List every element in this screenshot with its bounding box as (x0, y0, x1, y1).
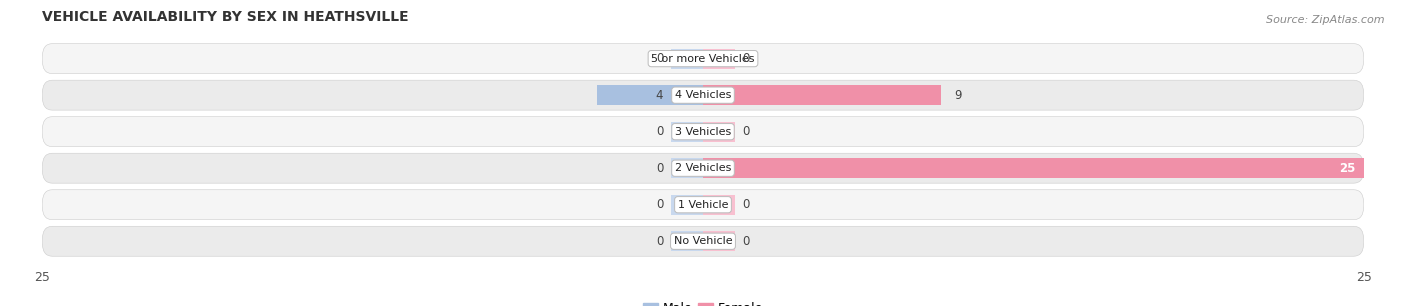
Bar (703, 231, 735, 251)
Text: 0: 0 (657, 198, 664, 211)
Bar (671, 49, 703, 69)
FancyBboxPatch shape (42, 226, 1364, 256)
Text: 4 Vehicles: 4 Vehicles (675, 90, 731, 100)
Text: 0: 0 (742, 235, 749, 248)
Text: 1 Vehicle: 1 Vehicle (678, 200, 728, 210)
Text: 0: 0 (742, 198, 749, 211)
Text: 0: 0 (742, 52, 749, 65)
FancyBboxPatch shape (42, 153, 1364, 183)
Text: 0: 0 (657, 235, 664, 248)
FancyBboxPatch shape (42, 190, 1364, 220)
Legend: Male, Female: Male, Female (638, 297, 768, 306)
Text: No Vehicle: No Vehicle (673, 236, 733, 246)
Text: Source: ZipAtlas.com: Source: ZipAtlas.com (1267, 15, 1385, 25)
Text: 0: 0 (657, 162, 664, 175)
FancyBboxPatch shape (42, 80, 1364, 110)
Text: 0: 0 (742, 125, 749, 138)
Text: 25: 25 (1340, 162, 1355, 175)
Bar (598, 85, 703, 105)
Bar (703, 49, 735, 69)
Text: 3 Vehicles: 3 Vehicles (675, 127, 731, 137)
Bar (703, 158, 1364, 178)
Bar (703, 85, 941, 105)
Bar (703, 195, 735, 215)
Text: VEHICLE AVAILABILITY BY SEX IN HEATHSVILLE: VEHICLE AVAILABILITY BY SEX IN HEATHSVIL… (42, 10, 409, 24)
Text: 2 Vehicles: 2 Vehicles (675, 163, 731, 173)
Text: 4: 4 (655, 89, 664, 102)
FancyBboxPatch shape (42, 117, 1364, 147)
Text: 9: 9 (955, 89, 962, 102)
Text: 5 or more Vehicles: 5 or more Vehicles (651, 54, 755, 64)
Bar (671, 195, 703, 215)
Bar (703, 121, 735, 142)
Text: 0: 0 (657, 125, 664, 138)
FancyBboxPatch shape (42, 44, 1364, 74)
Bar (671, 231, 703, 251)
Bar (671, 158, 703, 178)
Text: 0: 0 (657, 52, 664, 65)
Bar (671, 121, 703, 142)
